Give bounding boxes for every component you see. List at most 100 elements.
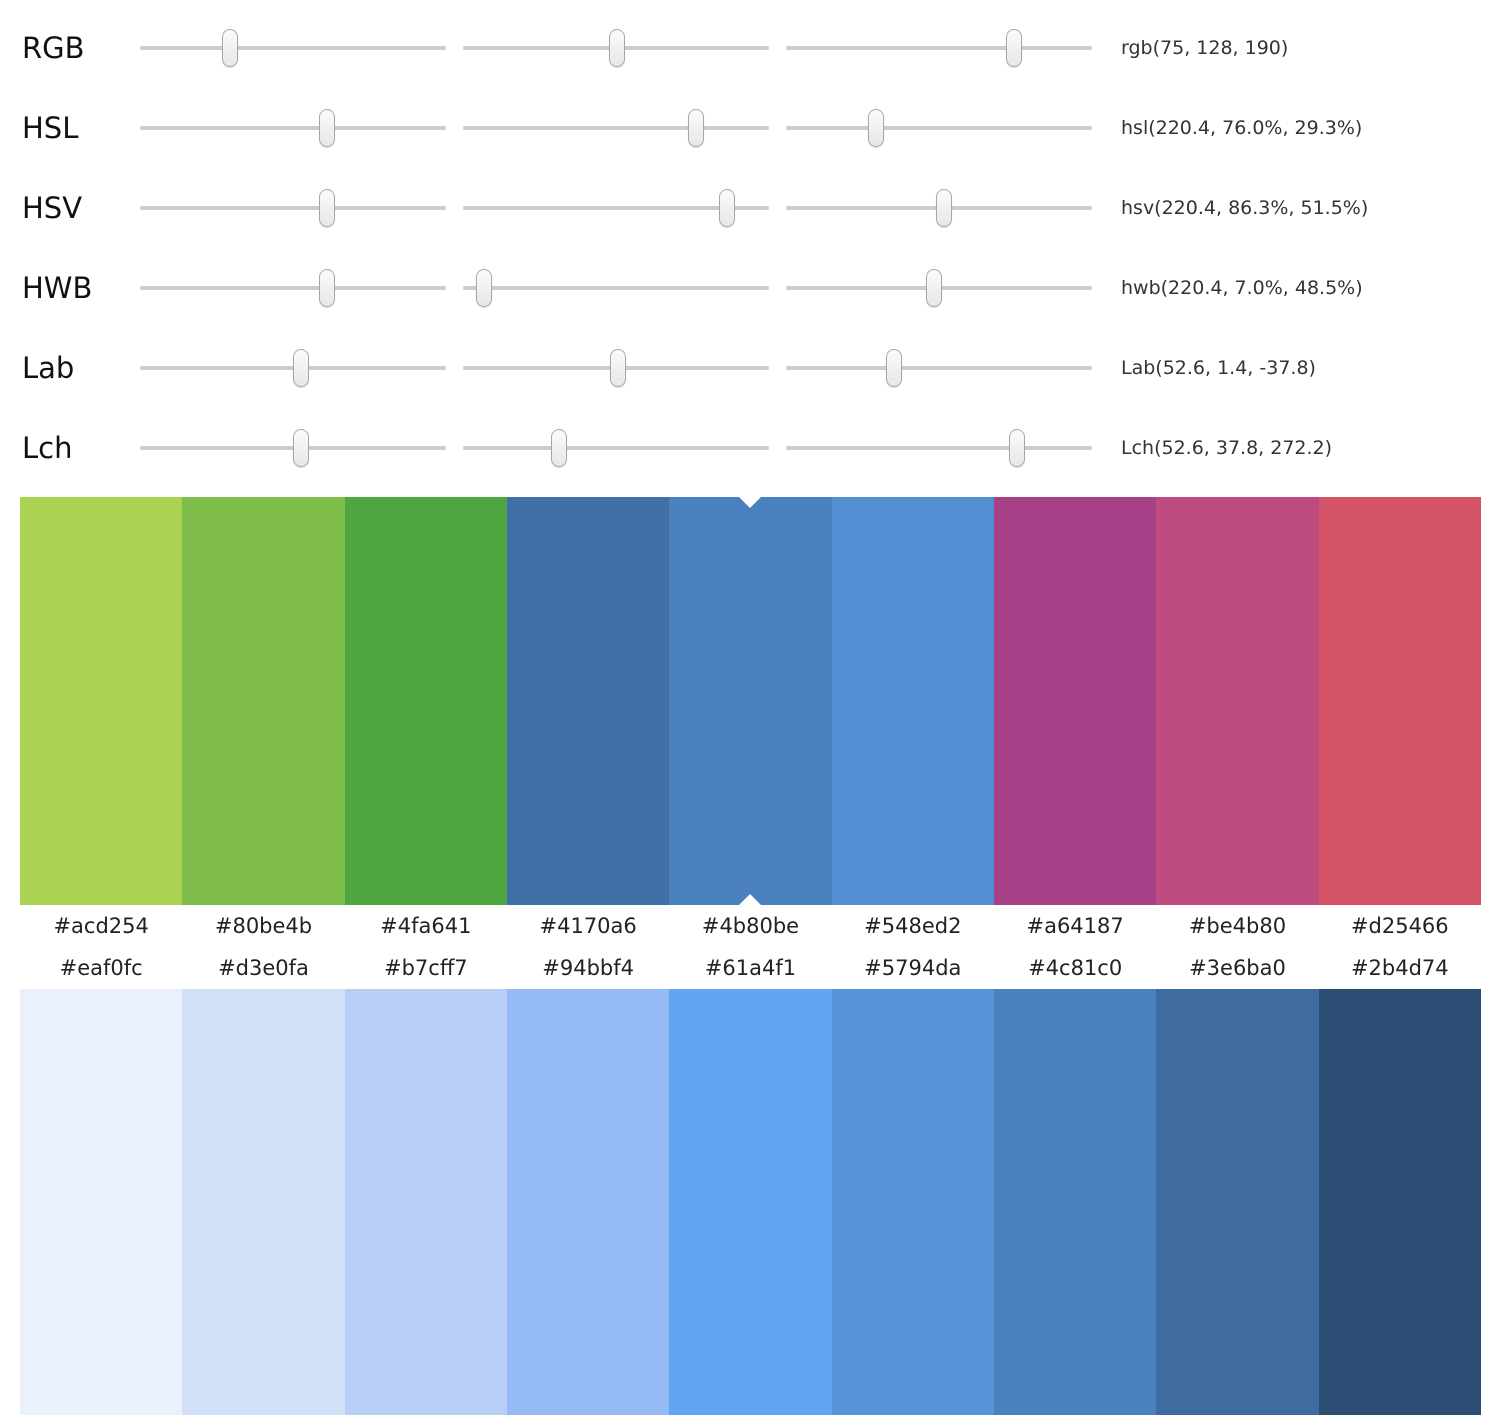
tint-shade-palette: #eaf0fc #d3e0fa #b7cff7 #94bbf4 #61a4f1 … xyxy=(20,947,1481,1415)
palette-swatch[interactable] xyxy=(993,497,1157,905)
lch-c-slider[interactable] xyxy=(463,426,769,470)
hwb-value-text: hwb(220.4, 7.0%, 48.5%) xyxy=(1121,277,1363,299)
slider-track[interactable] xyxy=(463,206,769,210)
palette-swatch[interactable] xyxy=(831,497,994,905)
swatch-hex-label: #4fa641 xyxy=(380,914,472,938)
colorspace-label-hwb: HWB xyxy=(22,271,93,305)
swatch-hex-label: #94bbf4 xyxy=(542,956,635,980)
slider-thumb[interactable] xyxy=(292,429,309,467)
slider-thumb[interactable] xyxy=(319,189,336,227)
slider-track[interactable] xyxy=(786,446,1092,450)
tint-shade-swatch-row xyxy=(20,989,1481,1415)
slider-thumb[interactable] xyxy=(319,109,336,147)
palette-swatch[interactable] xyxy=(506,497,670,905)
slider-thumb[interactable] xyxy=(292,349,309,387)
palette-swatch[interactable] xyxy=(1156,989,1319,1415)
palette-swatch[interactable] xyxy=(669,989,832,1415)
slider-thumb[interactable] xyxy=(1005,29,1022,67)
lab-a-slider[interactable] xyxy=(463,346,769,390)
hsv-h-slider[interactable] xyxy=(140,186,446,230)
hwb-w-slider[interactable] xyxy=(463,266,769,310)
swatch-hex-label: #acd254 xyxy=(53,914,149,938)
colorspace-label-rgb: RGB xyxy=(22,31,85,65)
lab-l-slider[interactable] xyxy=(140,346,446,390)
swatch-hex-label: #4b80be xyxy=(701,914,800,938)
slider-row-hwb: HWB hwb(220.4, 7.0%, 48.5%) xyxy=(0,248,1501,328)
slider-thumb[interactable] xyxy=(221,29,238,67)
lch-h-slider[interactable] xyxy=(786,426,1092,470)
slider-track[interactable] xyxy=(140,46,446,50)
slider-thumb[interactable] xyxy=(935,189,952,227)
palette-swatch-selected[interactable] xyxy=(669,497,832,905)
tint-shade-label-row: #eaf0fc #d3e0fa #b7cff7 #94bbf4 #61a4f1 … xyxy=(20,947,1481,989)
hsl-h-slider[interactable] xyxy=(140,106,446,150)
slider-thumb[interactable] xyxy=(719,189,736,227)
colorspace-label-lab: Lab xyxy=(22,351,75,385)
slider-track[interactable] xyxy=(140,126,446,130)
swatch-hex-label: #61a4f1 xyxy=(704,956,797,980)
slider-row-lab: Lab Lab(52.6, 1.4, -37.8) xyxy=(0,328,1501,408)
hsv-s-slider[interactable] xyxy=(463,186,769,230)
palette-swatch[interactable] xyxy=(1318,497,1481,905)
palette-swatch[interactable] xyxy=(1318,989,1481,1415)
slider-track[interactable] xyxy=(786,46,1092,50)
slider-row-hsl: HSL hsl(220.4, 76.0%, 29.3%) xyxy=(0,88,1501,168)
palette-swatch[interactable] xyxy=(344,989,507,1415)
swatch-hex-label: #80be4b xyxy=(214,914,313,938)
slider-track[interactable] xyxy=(463,126,769,130)
palette-swatch[interactable] xyxy=(20,497,183,905)
palette-swatch[interactable] xyxy=(506,989,670,1415)
colorspace-label-lch: Lch xyxy=(22,431,73,465)
swatch-hex-label: #d3e0fa xyxy=(218,956,309,980)
slider-track[interactable] xyxy=(463,446,769,450)
hsl-value-text: hsl(220.4, 76.0%, 29.3%) xyxy=(1121,117,1363,139)
hwb-b-slider[interactable] xyxy=(786,266,1092,310)
palette-swatch[interactable] xyxy=(993,989,1157,1415)
hsl-s-slider[interactable] xyxy=(463,106,769,150)
palette-swatch[interactable] xyxy=(344,497,507,905)
colorspace-label-hsv: HSV xyxy=(22,191,83,225)
slider-thumb[interactable] xyxy=(926,269,943,307)
colorspace-label-hsl: HSL xyxy=(22,111,79,145)
palette-swatch[interactable] xyxy=(831,989,994,1415)
rgb-value-text: rgb(75, 128, 190) xyxy=(1121,37,1289,59)
swatch-hex-label: #4170a6 xyxy=(539,914,637,938)
hwb-h-slider[interactable] xyxy=(140,266,446,310)
lab-b-slider[interactable] xyxy=(786,346,1092,390)
palette-swatch[interactable] xyxy=(182,497,345,905)
rgb-r-slider[interactable] xyxy=(140,26,446,70)
slider-track[interactable] xyxy=(140,206,446,210)
slider-track[interactable] xyxy=(463,286,769,290)
slider-track[interactable] xyxy=(786,126,1092,130)
slider-thumb[interactable] xyxy=(867,109,884,147)
slider-thumb[interactable] xyxy=(1009,429,1026,467)
swatch-hex-label: #4c81c0 xyxy=(1028,956,1123,980)
lch-l-slider[interactable] xyxy=(140,426,446,470)
palette-swatch[interactable] xyxy=(20,989,183,1415)
hsl-l-slider[interactable] xyxy=(786,106,1092,150)
selected-swatch-notch-top-icon xyxy=(739,497,762,508)
swatch-hex-label: #5794da xyxy=(864,956,962,980)
hue-palette: #acd254 #80be4b #4fa641 #4170a6 #4b80be … xyxy=(20,497,1481,947)
swatch-hex-label: #3e6ba0 xyxy=(1189,956,1286,980)
slider-thumb[interactable] xyxy=(885,349,902,387)
slider-thumb[interactable] xyxy=(551,429,568,467)
lch-value-text: Lch(52.6, 37.8, 272.2) xyxy=(1121,437,1333,459)
slider-track[interactable] xyxy=(140,286,446,290)
slider-track[interactable] xyxy=(786,366,1092,370)
slider-thumb[interactable] xyxy=(608,29,625,67)
slider-thumb[interactable] xyxy=(319,269,336,307)
swatch-hex-label: #be4b80 xyxy=(1188,914,1287,938)
slider-thumb[interactable] xyxy=(609,349,626,387)
hsv-value-text: hsv(220.4, 86.3%, 51.5%) xyxy=(1121,197,1369,219)
palette-swatch[interactable] xyxy=(182,989,345,1415)
rgb-g-slider[interactable] xyxy=(463,26,769,70)
hsv-v-slider[interactable] xyxy=(786,186,1092,230)
swatch-hex-label: #2b4d74 xyxy=(1350,956,1449,980)
palette-swatch[interactable] xyxy=(1156,497,1319,905)
slider-row-rgb: RGB rgb(75, 128, 190) xyxy=(0,8,1501,88)
slider-thumb[interactable] xyxy=(476,269,493,307)
rgb-b-slider[interactable] xyxy=(786,26,1092,70)
slider-thumb[interactable] xyxy=(687,109,704,147)
lab-value-text: Lab(52.6, 1.4, -37.8) xyxy=(1121,357,1316,379)
